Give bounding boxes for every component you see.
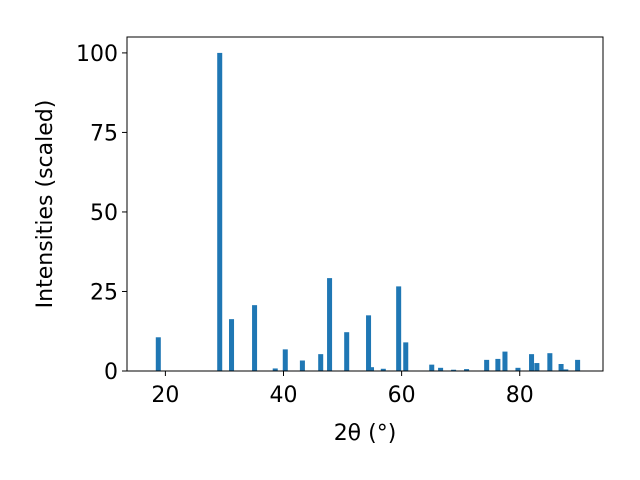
bar — [380, 368, 386, 371]
bar — [438, 367, 444, 371]
bar — [318, 354, 324, 371]
bar — [529, 354, 535, 371]
bar — [547, 353, 553, 371]
bar — [368, 367, 375, 371]
bar — [344, 332, 350, 371]
y-tick-label: 50 — [90, 201, 118, 226]
y-tick-label: 0 — [104, 360, 118, 385]
y-axis-label: Intensities (scaled) — [33, 100, 58, 309]
bar — [252, 305, 258, 371]
plot-frame — [126, 36, 604, 372]
bar — [282, 349, 288, 371]
bar — [558, 364, 564, 371]
bar — [403, 342, 409, 371]
x-axis-label: 2θ (°) — [334, 421, 397, 446]
bar — [327, 278, 333, 371]
bar — [451, 369, 457, 371]
y-tick-label: 75 — [90, 121, 118, 146]
y-tick-label: 100 — [76, 42, 118, 67]
bar — [429, 364, 435, 371]
bar — [575, 359, 581, 371]
bar — [464, 369, 470, 371]
bar — [272, 368, 278, 371]
x-tick-label: 40 — [270, 383, 298, 408]
x-tick-label: 80 — [506, 383, 534, 408]
bar — [366, 315, 372, 371]
x-tick-label: 60 — [388, 383, 416, 408]
x-tick-label: 20 — [151, 383, 179, 408]
bar — [396, 286, 402, 371]
bar — [217, 52, 223, 372]
bar — [563, 369, 569, 371]
bar — [299, 360, 305, 371]
bar — [155, 337, 161, 371]
bar — [502, 351, 508, 371]
bar — [484, 359, 490, 371]
bar — [515, 367, 521, 371]
bar — [495, 358, 501, 371]
y-tick-label: 25 — [90, 280, 118, 305]
bar — [229, 319, 235, 371]
bar — [534, 363, 540, 371]
